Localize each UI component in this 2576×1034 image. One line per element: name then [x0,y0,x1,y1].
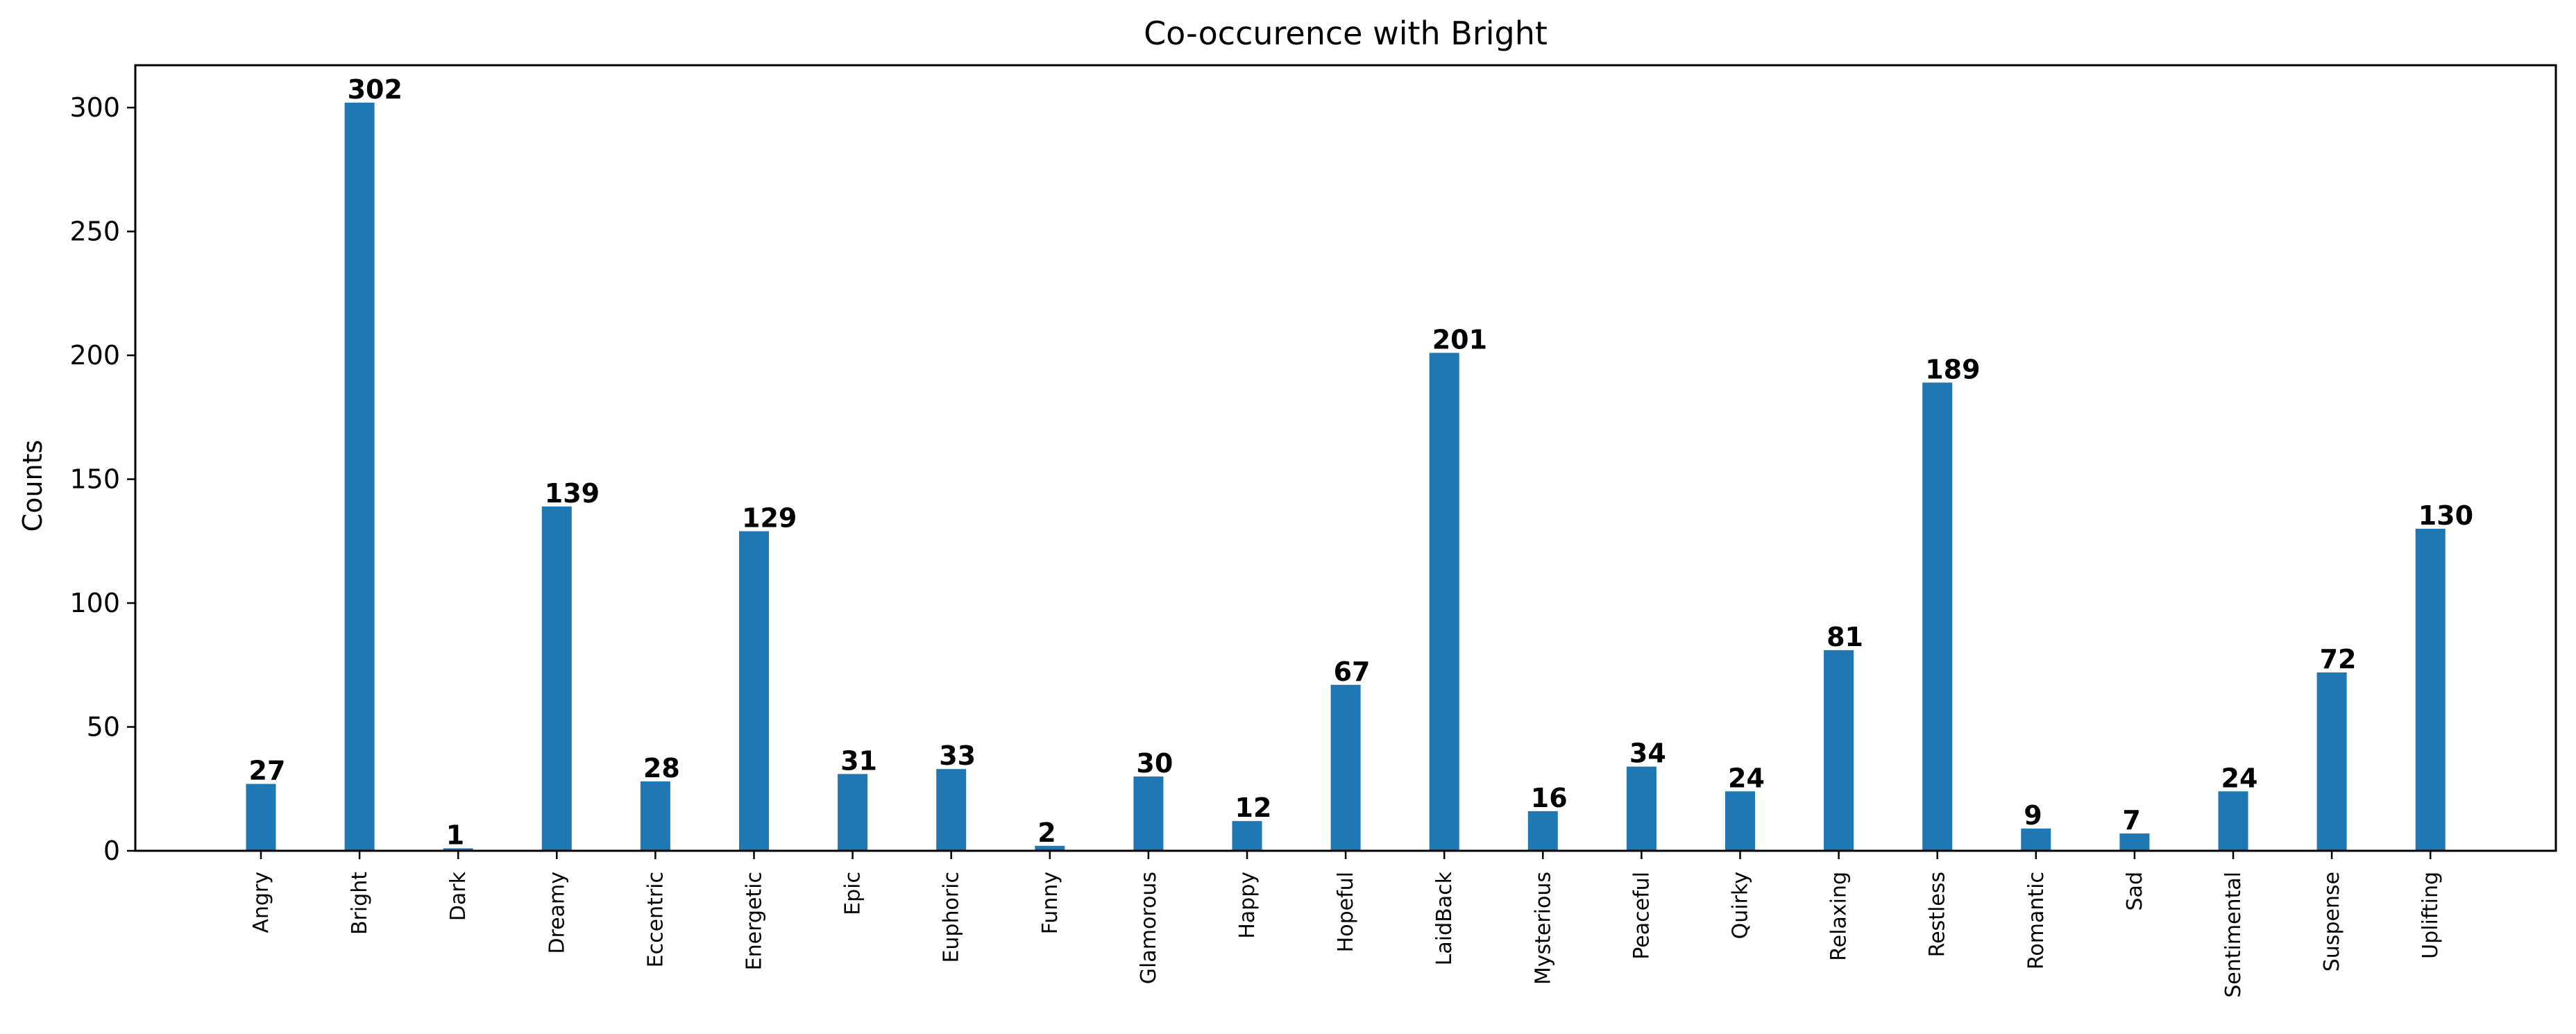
bar [936,769,967,851]
x-tick-label: Suspense [2320,872,2344,972]
x-tick-label: Dark [446,871,471,921]
x-tick-label: Sentimental [2221,872,2246,998]
x-tick-label: Uplifting [2418,872,2443,959]
bar-value-label: 28 [643,753,680,783]
x-tick-label: Angry [249,872,273,933]
x-tick-label: Relaxing [1827,872,1852,961]
bar [640,781,670,851]
x-tick-label: Quirky [1729,872,1753,939]
bar [2021,828,2051,851]
bar [739,531,769,851]
bar-value-label: 189 [1925,354,1980,384]
y-axis-ticks: 0 50 100 150 200 250 300 [69,92,135,866]
y-tick-label: 300 [69,92,120,123]
bar [2415,528,2446,851]
x-tick-label: Epic [841,872,865,915]
bar-value-label: 81 [1827,622,1863,652]
bar-value-label: 30 [1136,748,1173,779]
bar [443,848,473,851]
bar-value-label: 129 [742,502,797,533]
x-tick-label: Energetic [743,872,767,970]
x-tick-label: Hopeful [1334,872,1358,952]
bar-value-label: 24 [2221,763,2258,793]
bar [541,506,572,851]
bar-value-label: 16 [1531,783,1568,813]
x-axis-ticks: Angry Bright Dark Dreamy Eccentric Energetic E… [249,851,2443,998]
y-tick-label: 100 [69,588,120,618]
bar-value-label: 27 [249,756,286,786]
bar-value-label: 2 [1037,817,1056,848]
bar [2218,791,2248,851]
bar [2316,672,2347,851]
x-tick-label: Peaceful [1629,872,1654,960]
x-tick-label: Restless [1926,872,1950,957]
bar [2119,833,2150,851]
x-tick-label: Glamorous [1137,872,1161,984]
bar [1429,353,1459,851]
data-labels-group: 27 302 1 139 28 129 31 33 2 30 12 67 201 16 34 24 81 189 9… [249,74,2474,851]
bar-value-label: 24 [1728,763,1765,793]
bar-value-label: 1 [446,820,464,850]
bar-value-label: 34 [1629,738,1666,769]
bar-value-label: 33 [939,740,976,771]
bar [1725,791,1755,851]
chart-title: Co-occurence with Bright [1144,15,1548,52]
bar [1922,382,1953,851]
bar [1133,776,1164,851]
x-tick-label: Eccentric [643,872,668,967]
bar [1626,766,1656,851]
bar-value-label: 12 [1235,793,1272,823]
bar-value-label: 130 [2418,500,2473,531]
bars-group [246,102,2446,851]
bar [838,774,868,851]
bar [1232,821,1262,851]
bar-value-label: 31 [840,745,877,776]
x-tick-label: Romantic [2024,872,2049,969]
bar-value-label: 201 [1432,324,1487,355]
bar-value-label: 7 [2122,805,2140,836]
bar-value-label: 72 [2320,644,2357,675]
y-tick-label: 50 [87,712,120,743]
bar [246,783,276,851]
bar [1527,811,1558,851]
y-tick-label: 0 [103,836,120,866]
bar [1824,650,1854,851]
y-axis-label: Counts [17,440,48,532]
x-tick-label: Happy [1235,872,1260,939]
y-tick-label: 150 [69,464,120,495]
x-tick-label: Bright [348,872,372,935]
bar [344,102,375,851]
y-tick-label: 200 [69,340,120,371]
x-tick-label: LaidBack [1432,871,1457,965]
x-tick-label: Funny [1038,872,1062,934]
bar-value-label: 302 [348,74,402,105]
y-tick-label: 250 [69,217,120,247]
x-tick-label: Mysterious [1531,872,1555,985]
bar [1330,684,1361,851]
x-tick-label: Euphoric [940,872,964,963]
bar-value-label: 139 [545,478,600,509]
plot-area-frame [134,64,2557,852]
x-tick-label: Sad [2123,872,2147,910]
bar-value-label: 9 [2024,800,2042,831]
bar-value-label: 67 [1334,656,1371,687]
x-tick-label: Dreamy [545,872,569,954]
bar [1035,845,1065,851]
